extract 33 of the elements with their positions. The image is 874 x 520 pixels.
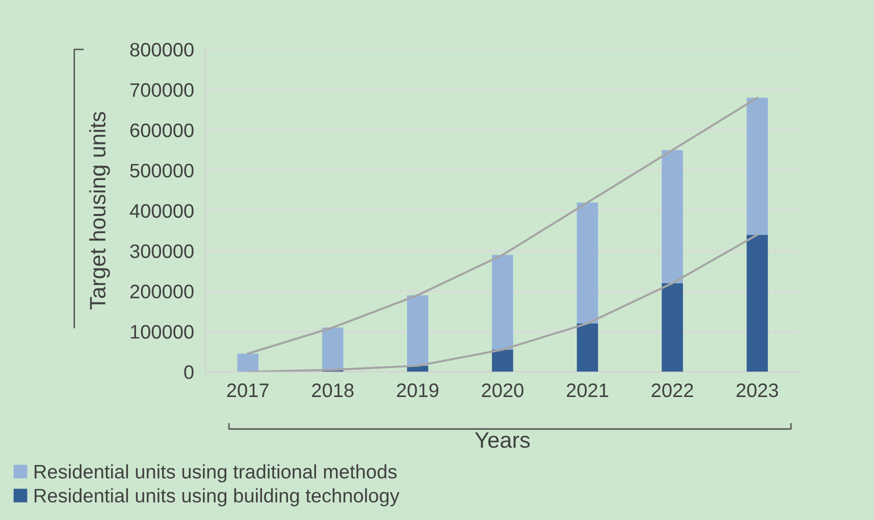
bar xyxy=(407,295,428,366)
y-axis-title: Target housing units xyxy=(89,112,110,310)
bar xyxy=(492,350,514,372)
bar xyxy=(322,327,344,370)
bar xyxy=(576,323,598,372)
bar xyxy=(662,283,683,372)
bar xyxy=(492,254,514,350)
legend-label: Residential units using building technology xyxy=(34,488,400,506)
y-tick-label: 700000 xyxy=(130,83,194,97)
bar xyxy=(237,354,258,372)
x-tick-label: 2022 xyxy=(652,383,694,398)
bar xyxy=(746,234,768,372)
y-tick-label: 800000 xyxy=(130,42,194,57)
line-series xyxy=(246,234,758,372)
bar xyxy=(662,150,683,284)
x-tick-label: 2021 xyxy=(566,383,608,398)
y-tick-label: 0 xyxy=(184,365,194,380)
y-tick-label: 200000 xyxy=(130,284,194,298)
bar xyxy=(576,202,598,324)
x-tick-label: 2019 xyxy=(397,383,438,398)
x-axis-title: Years xyxy=(475,432,530,448)
x-tick-label: 2017 xyxy=(227,383,268,398)
x-tick-label: 2023 xyxy=(736,383,778,398)
y-tick-label: 400000 xyxy=(130,204,194,218)
y-tick-label: 100000 xyxy=(130,324,194,339)
x-tick-label: 2020 xyxy=(482,383,524,398)
bar xyxy=(746,98,768,235)
y-tick-label: 600000 xyxy=(130,123,194,138)
line-series xyxy=(246,96,758,355)
x-tick-label: 2018 xyxy=(312,383,354,398)
legend-label: Residential units using traditional methods xyxy=(34,464,397,482)
y-tick-label: 500000 xyxy=(130,164,194,178)
y-tick-label: 300000 xyxy=(130,244,194,258)
